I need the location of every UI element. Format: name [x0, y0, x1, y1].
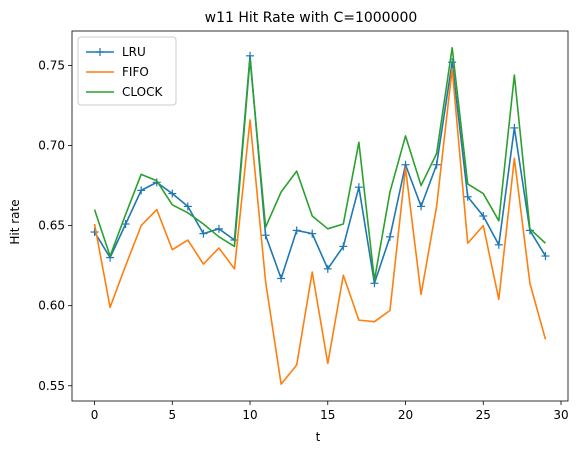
data-point-lru [494, 240, 503, 249]
data-point-lru [214, 224, 223, 233]
data-point-lru [417, 202, 426, 211]
x-tick-label: 20 [398, 408, 413, 422]
y-tick-label: 0.75 [38, 58, 65, 72]
data-point-lru [385, 232, 394, 241]
y-tick-label: 0.70 [38, 139, 65, 153]
x-tick-label: 5 [168, 408, 176, 422]
data-point-lru [277, 274, 286, 283]
data-point-lru [168, 189, 177, 198]
legend-entry-lru: LRU [86, 45, 146, 59]
y-tick-label: 0.65 [38, 219, 65, 233]
data-point-lru [90, 228, 99, 237]
x-axis-title: t [316, 430, 321, 444]
data-point-lru [323, 264, 332, 273]
plot-area [90, 47, 550, 385]
x-tick-label: 15 [320, 408, 335, 422]
data-point-lru [152, 178, 161, 187]
series-line-fifo [93, 67, 547, 385]
series-line-lru [93, 55, 547, 285]
x-tick-label: 10 [242, 408, 257, 422]
data-point-lru [308, 229, 317, 238]
data-point-lru [292, 226, 301, 235]
data-point-lru [463, 192, 472, 201]
data-point-lru [479, 212, 488, 220]
x-tick-label: 0 [91, 408, 99, 422]
chart-title: w11 Hit Rate with C=1000000 [205, 10, 418, 26]
data-point-lru [261, 231, 270, 240]
data-point-lru [121, 220, 130, 229]
x-tick-label: 25 [476, 408, 491, 422]
data-point-lru [510, 123, 519, 132]
legend-label: FIFO [122, 65, 149, 79]
data-point-lru [137, 186, 146, 195]
legend-label: LRU [122, 45, 146, 59]
y-axis-title: Hit rate [8, 199, 22, 244]
data-point-lru [354, 183, 363, 192]
data-point-lru [199, 229, 208, 238]
axes-frame [71, 30, 569, 402]
legend-label: CLOCK [122, 85, 163, 99]
legend: LRU FIFO CLOCK [77, 36, 177, 106]
data-point-lru [339, 242, 348, 251]
y-tick-label: 0.55 [38, 379, 65, 393]
legend-entry-fifo: FIFO [86, 65, 149, 79]
data-point-lru [541, 252, 550, 261]
x-tick-label: 30 [553, 408, 568, 422]
legend-box [77, 36, 177, 106]
series-line-clock [93, 47, 546, 281]
data-point-lru [183, 202, 192, 211]
axes: 0 5 10 15 20 25 30 0.55 0.60 0.65 0.70 0.75 [38, 30, 569, 422]
legend-entry-clock: CLOCK [86, 85, 163, 99]
y-tick-label: 0.60 [38, 299, 65, 313]
data-point-lru [432, 160, 441, 169]
